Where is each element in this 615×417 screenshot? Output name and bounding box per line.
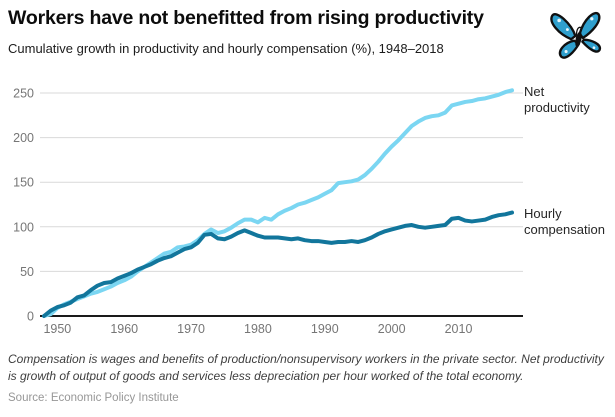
- y-tick-label: 0: [27, 310, 34, 324]
- x-tick-label: 1960: [110, 322, 138, 336]
- footnote: Compensation is wages and benefits of pr…: [8, 352, 604, 383]
- x-tick-label: 1980: [244, 322, 272, 336]
- x-tick-label: 1990: [311, 322, 339, 336]
- y-tick-label: 250: [13, 87, 34, 101]
- y-tick-label: 100: [13, 220, 34, 234]
- x-tick-label: 2010: [445, 322, 473, 336]
- line-chart: 0 50 100 150 200 250 1950 1960 1970 1980 1990 2000 2…: [13, 87, 523, 336]
- x-tick-label: 1950: [43, 322, 71, 336]
- page-title: Workers have not benefitted from rising …: [8, 7, 484, 29]
- y-tick-label: 50: [20, 265, 34, 279]
- y-tick-label: 200: [13, 131, 34, 145]
- net-productivity-line: [42, 88, 514, 318]
- net-productivity-label: Net productivity: [524, 84, 590, 115]
- chart-subtitle: Cumulative growth in productivity and ho…: [8, 41, 444, 56]
- x-tick-label: 2000: [378, 322, 406, 336]
- y-tick-label: 150: [13, 176, 34, 190]
- x-tick-label: 1970: [177, 322, 205, 336]
- source-credit: Source: Economic Policy Institute: [8, 392, 179, 404]
- hourly-compensation-line: [42, 210, 514, 318]
- hourly-compensation-label: Hourly compensation: [524, 206, 605, 237]
- butterfly-logo-icon: [550, 12, 602, 59]
